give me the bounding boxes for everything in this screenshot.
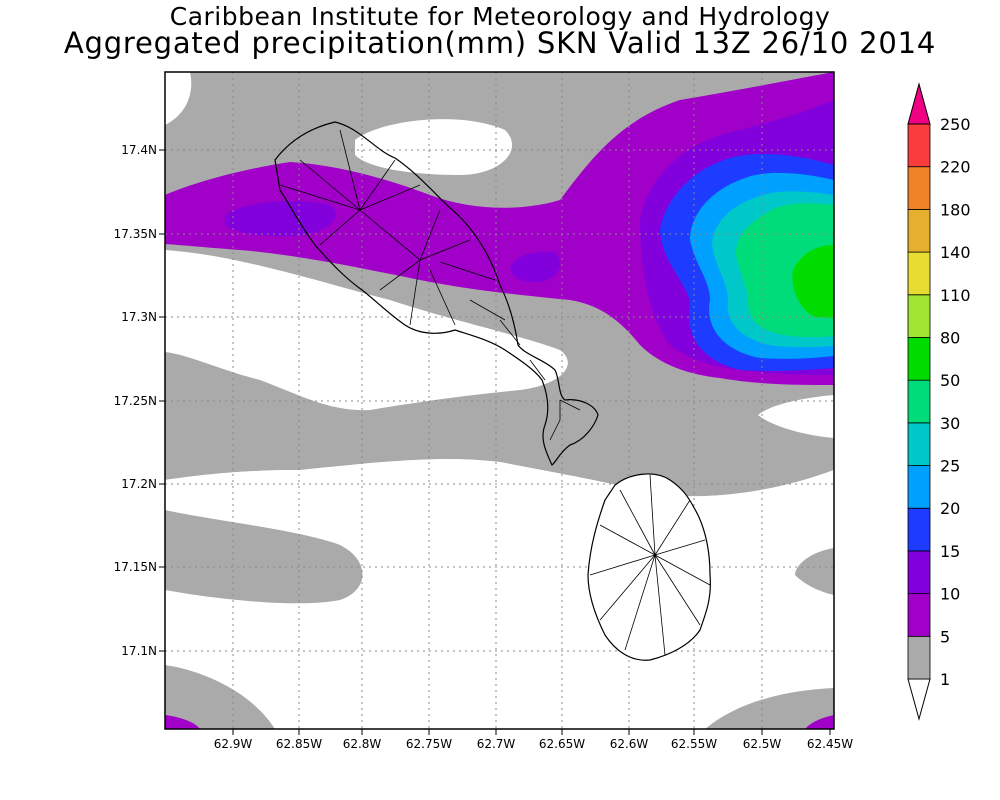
y-tick-label: 17.1N xyxy=(121,644,157,658)
x-tick-label: 62.6W xyxy=(610,737,649,751)
y-tick-label: 17.15N xyxy=(114,560,157,574)
colorbar-above-arrow xyxy=(907,82,931,125)
x-tick-label: 62.55W xyxy=(671,737,717,751)
x-axis: 62.9W 62.85W 62.8W 62.75W 62.7W 62.65W 62.6W 62… xyxy=(214,729,853,751)
colorbar-segment xyxy=(907,465,931,509)
gray-patch-sw2 xyxy=(165,665,275,729)
colorbar-label: 50 xyxy=(940,371,960,390)
y-tick-label: 17.2N xyxy=(121,477,157,491)
y-tick-label: 17.25N xyxy=(114,394,157,408)
colorbar-segment xyxy=(907,251,931,296)
purple-patch-sw xyxy=(165,715,200,729)
gray-patch-se xyxy=(795,548,834,595)
y-axis: 17.4N 17.35N 17.3N 17.25N 17.2N 17.15N 17.1N xyxy=(114,143,165,658)
colorbar-label: 140 xyxy=(940,243,971,262)
white-hole-east xyxy=(758,395,834,438)
colorbar-label: 110 xyxy=(940,286,971,305)
x-tick-label: 62.7W xyxy=(477,737,516,751)
y-tick-label: 17.4N xyxy=(121,143,157,157)
colorbar-label: 30 xyxy=(940,414,960,433)
colorbar-label: 15 xyxy=(940,542,960,561)
colorbar-segment xyxy=(907,123,931,168)
colorbar-segment xyxy=(907,422,931,466)
st-kitts-ridges xyxy=(279,129,581,441)
colorbar-segment xyxy=(907,507,931,552)
white-band-middle xyxy=(165,250,568,411)
colorbar-segment xyxy=(907,635,931,680)
colorbar-label: 180 xyxy=(940,200,971,219)
nevis-outline xyxy=(587,473,711,661)
colorbar-label: 80 xyxy=(940,328,960,347)
y-tick-label: 17.35N xyxy=(114,227,157,241)
colorbar-segment xyxy=(907,294,931,338)
colorbar-segment xyxy=(907,208,931,253)
x-tick-label: 62.45W xyxy=(807,737,853,751)
grid xyxy=(165,72,834,729)
colorbar-segment xyxy=(907,337,931,381)
nevis-ridges xyxy=(589,474,711,656)
colorbar-segment xyxy=(907,593,931,637)
colorbar-label: 250 xyxy=(940,115,971,134)
colorbar-segment xyxy=(907,166,931,210)
colorbar-segment xyxy=(907,379,931,424)
white-hole-nw xyxy=(165,72,192,125)
y-tick-label: 17.3N xyxy=(121,310,157,324)
gray-patch-sw xyxy=(165,510,363,604)
green-field xyxy=(792,245,834,318)
colorbar-label: 5 xyxy=(940,627,950,646)
colorbar-label: 10 xyxy=(940,585,960,604)
violet-patch-mid xyxy=(510,251,560,283)
colorbar-label: 25 xyxy=(940,457,960,476)
island-nevis xyxy=(587,473,711,661)
chart-subtitle: Aggregated precipitation(mm) SKN Valid 1… xyxy=(63,26,937,60)
precipitation-fields xyxy=(165,72,834,729)
colorbar-below-arrow xyxy=(907,678,931,721)
x-tick-label: 62.65W xyxy=(539,737,585,751)
gray-patch-se2 xyxy=(705,688,834,729)
x-tick-label: 62.85W xyxy=(276,737,322,751)
violet-patch-west xyxy=(225,201,336,237)
x-tick-label: 62.75W xyxy=(406,737,452,751)
chart-title: Caribbean Institute for Meteorology and … xyxy=(169,2,831,31)
purple-patch-se xyxy=(805,715,834,729)
island-st-kitts xyxy=(274,121,599,466)
x-tick-label: 62.8W xyxy=(343,737,382,751)
colorbar-label: 20 xyxy=(940,499,960,518)
colorbar-label: 1 xyxy=(940,670,950,689)
colorbar-label: 220 xyxy=(940,158,971,177)
colorbar-segment xyxy=(907,550,931,595)
st-kitts-outline xyxy=(274,121,599,466)
x-tick-label: 62.5W xyxy=(743,737,782,751)
x-tick-label: 62.9W xyxy=(214,737,253,751)
